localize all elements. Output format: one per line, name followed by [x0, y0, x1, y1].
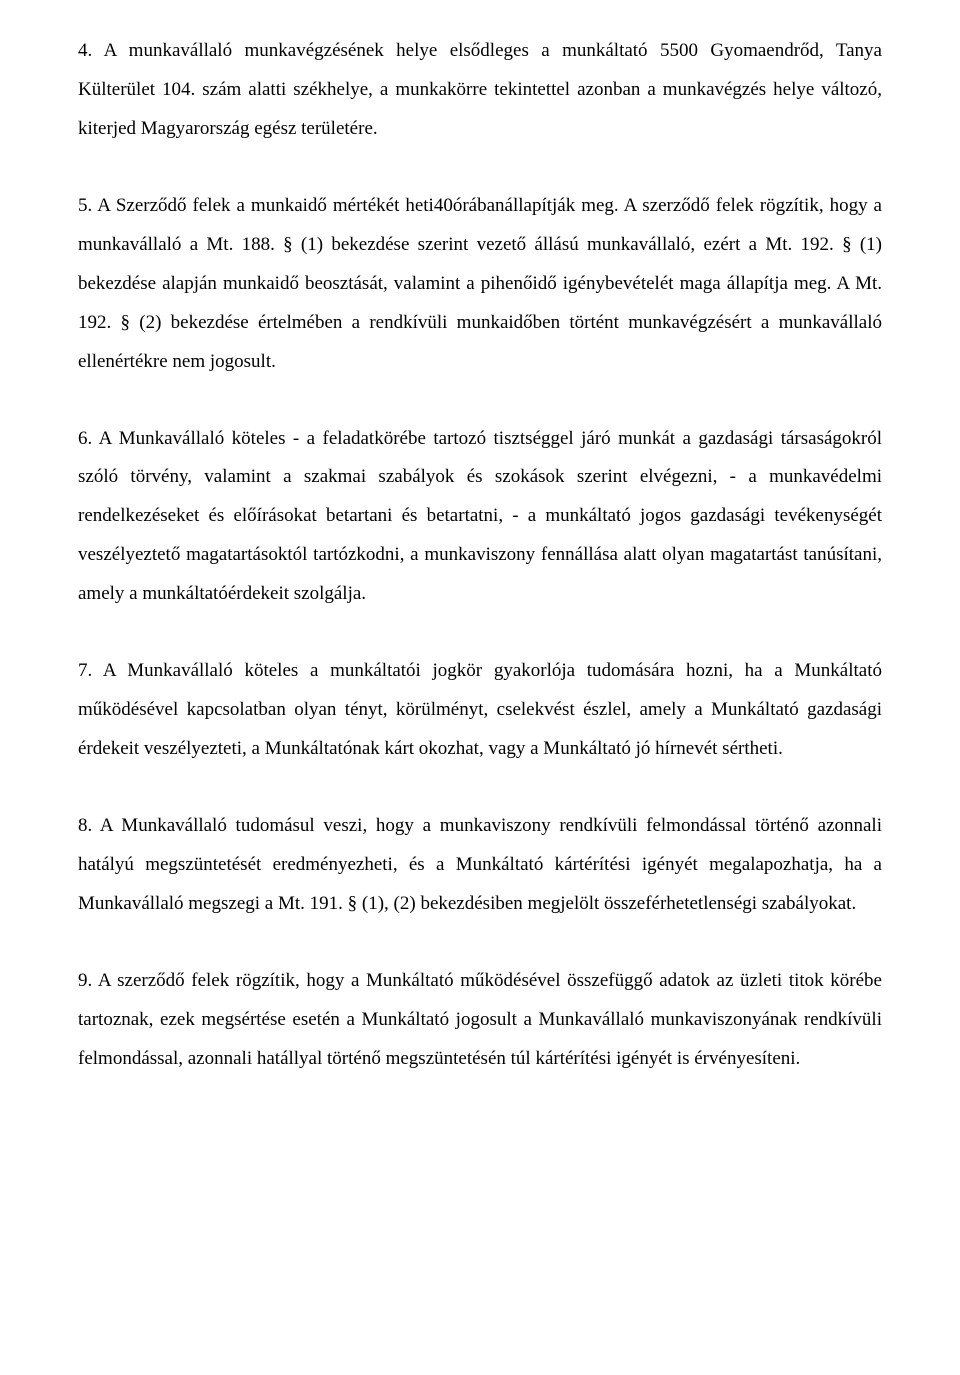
document-page: 4. A munkavállaló munkavégzésének helye … [0, 0, 960, 1375]
paragraph-9: 9. A szerződő felek rögzítik, hogy a Mun… [78, 962, 882, 1079]
paragraph-6: 6. A Munkavállaló köteles - a feladatkör… [78, 420, 882, 615]
paragraph-5: 5. A Szerződő felek a munkaidő mértékét … [78, 187, 882, 382]
paragraph-4: 4. A munkavállaló munkavégzésének helye … [78, 32, 882, 149]
paragraph-7: 7. A Munkavállaló köteles a munkáltatói … [78, 652, 882, 769]
paragraph-8: 8. A Munkavállaló tudomásul veszi, hogy … [78, 807, 882, 924]
